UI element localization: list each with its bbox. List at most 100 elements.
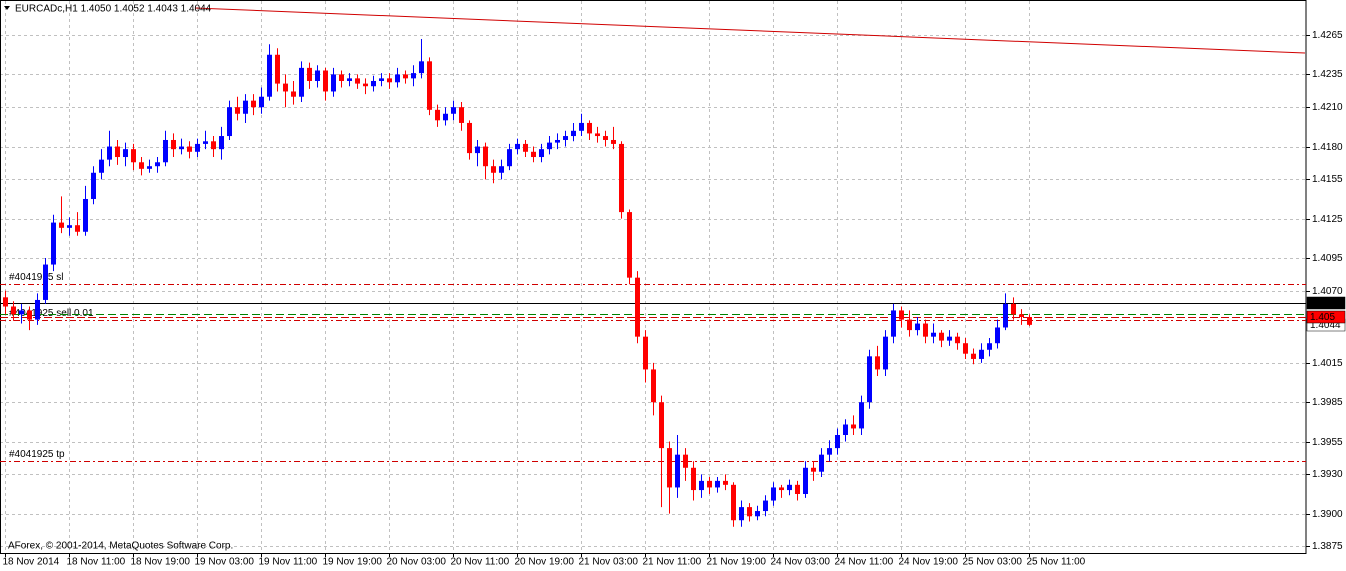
candle-body	[523, 143, 528, 152]
candle-body	[267, 54, 272, 97]
y-tick-label: 1.3875	[1312, 541, 1343, 552]
candle-body	[435, 109, 440, 121]
candle-body	[107, 146, 112, 160]
candle-body	[315, 70, 320, 81]
candle-body	[915, 323, 920, 331]
y-tick-label: 1.3955	[1312, 437, 1343, 448]
candle-body	[163, 139, 168, 163]
candle-body	[43, 264, 48, 300]
candle-body	[955, 336, 960, 344]
y-tick-label: 1.4125	[1312, 214, 1343, 225]
candle-body	[307, 67, 312, 81]
candle-body	[907, 319, 912, 331]
candle-body	[635, 277, 640, 337]
candle-body	[283, 83, 288, 92]
candle-body	[787, 484, 792, 491]
candle-body	[483, 146, 488, 167]
candle-body	[347, 78, 352, 81]
candle-body	[723, 480, 728, 485]
candle-body	[827, 448, 832, 455]
candle-body	[1027, 316, 1032, 325]
candle-body	[395, 74, 400, 83]
candle-body	[411, 73, 416, 79]
candle-body	[243, 100, 248, 114]
candle-body	[131, 149, 136, 163]
candle-body	[563, 136, 568, 140]
candle-body	[867, 356, 872, 403]
candle-body	[883, 336, 888, 370]
candle-body	[571, 130, 576, 137]
x-tick-label: 19 Nov 19:00	[323, 557, 383, 568]
candle-body	[459, 107, 464, 123]
menu-arrow[interactable]	[4, 6, 10, 10]
candle-body	[675, 454, 680, 488]
candle-body	[539, 149, 544, 158]
candle-body	[987, 343, 992, 350]
candle-body	[603, 136, 608, 140]
candle-body	[83, 198, 88, 232]
y-tick-label: 1.4155	[1312, 174, 1343, 185]
candle-body	[499, 166, 504, 173]
candle-body	[355, 78, 360, 84]
candle-body	[27, 310, 32, 320]
candle-body	[963, 343, 968, 354]
candle-body	[259, 96, 264, 108]
candle-body	[59, 222, 64, 228]
candle-body	[659, 402, 664, 449]
candle-body	[691, 467, 696, 491]
x-tick-label: 20 Nov 03:00	[387, 557, 447, 568]
order-level-label: #4041925 sl	[9, 272, 64, 283]
plot-border	[0, 0, 1307, 554]
price-box-label: 1.405	[1310, 312, 1335, 323]
candle-body	[595, 133, 600, 137]
trend-line	[194, 7, 1306, 54]
candle-body	[323, 70, 328, 92]
candle-body	[875, 356, 880, 370]
candle-body	[843, 424, 848, 435]
x-tick-label: 18 Nov 11:00	[67, 557, 126, 568]
candle-body	[91, 172, 96, 199]
candle-body	[467, 122, 472, 154]
candle-body	[923, 323, 928, 337]
candle-body	[427, 61, 432, 110]
candle-body	[619, 143, 624, 213]
candle-body	[251, 100, 256, 108]
order-level-label: #4041925 sell 0.01	[9, 308, 94, 319]
candle-body	[611, 139, 616, 144]
candle-body	[187, 146, 192, 152]
y-tick-label: 1.4210	[1312, 102, 1343, 113]
candle-body	[475, 146, 480, 154]
candle-body	[123, 149, 128, 158]
candle-body	[235, 107, 240, 114]
x-tick-label: 21 Nov 03:00	[579, 557, 639, 568]
x-tick-label: 20 Nov 19:00	[515, 557, 575, 568]
x-tick-label: 24 Nov 03:00	[771, 557, 831, 568]
candle-body	[819, 454, 824, 472]
y-tick-label: 1.3900	[1312, 509, 1343, 520]
candle-body	[451, 107, 456, 114]
candle-body	[115, 146, 120, 158]
candle-body	[203, 141, 208, 144]
candle-body	[579, 122, 584, 131]
candle-body	[851, 424, 856, 429]
candle-body	[683, 454, 688, 468]
candle-body	[387, 78, 392, 83]
candle-body	[667, 448, 672, 488]
price-box-label: 1.4061	[1310, 298, 1341, 309]
candle-body	[275, 54, 280, 84]
candle-body	[811, 467, 816, 472]
candle-body	[699, 480, 704, 491]
candle-body	[1003, 303, 1008, 328]
candle-body	[771, 487, 776, 501]
candle-body	[19, 310, 24, 315]
x-tick-label: 24 Nov 19:00	[899, 557, 959, 568]
x-tick-label: 24 Nov 11:00	[835, 557, 894, 568]
chart-title: EURCADc,H1 1.4050 1.4052 1.4043 1.4044	[15, 4, 212, 15]
candle-body	[803, 467, 808, 494]
y-tick-label: 1.4070	[1312, 286, 1343, 297]
candle-body	[899, 310, 904, 320]
candle-body	[443, 113, 448, 121]
candle-body	[507, 149, 512, 167]
